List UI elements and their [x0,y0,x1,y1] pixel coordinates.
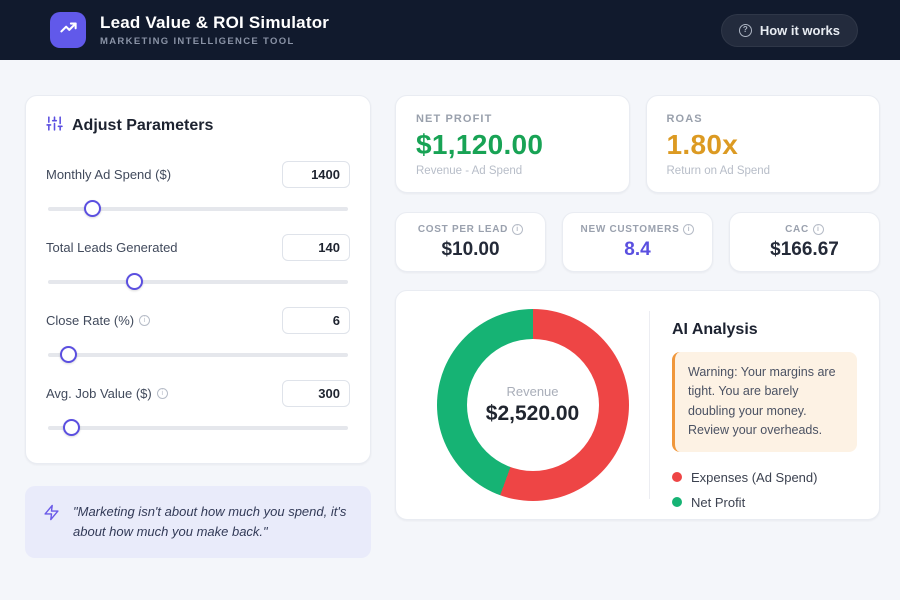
info-icon[interactable]: i [812,224,824,235]
expenses-legend-dot [672,472,682,482]
ai-analysis-title: AI Analysis [672,321,758,338]
donut-center: Revenue $2,520.00 [466,339,599,471]
roas-label: ROAS [666,113,703,125]
avg-job-value-input[interactable] [282,380,350,407]
cost-per-lead-value: $10.00 [441,239,500,260]
new-customers-label: NEW CUSTOMERS i [571,224,704,235]
slider-track[interactable] [48,426,348,430]
bolt-icon [43,502,60,526]
net-profit-value: $1,120.00 [416,129,544,160]
trending-up-icon [59,18,78,42]
total-leads-input[interactable] [282,234,350,261]
monthly-ad-spend-input[interactable] [282,161,350,188]
param-close-rate: Close Rate (%) i [46,307,350,364]
slider-thumb[interactable] [60,346,77,363]
ai-analysis-panel: AI Analysis Warning: Your margins are ti… [650,309,859,510]
app-logo [50,12,86,48]
vertical-divider [649,311,650,499]
donut-center-label: Revenue [506,384,559,399]
avg-job-value-slider[interactable] [48,419,348,437]
monthly-ad-spend-slider[interactable] [48,200,348,218]
param-monthly-ad-spend: Monthly Ad Spend ($) [46,161,350,218]
cac-label: CAC i [738,224,871,235]
info-icon[interactable]: i [512,224,524,235]
slider-track[interactable] [48,280,348,284]
revenue-breakdown-card: Revenue $2,520.00 AI Analysis Warning: Y… [395,290,880,520]
page-subtitle: MARKETING INTELLIGENCE TOOL [100,36,295,47]
cac-value: $166.67 [770,239,839,260]
sliders-icon [46,115,63,137]
slider-track[interactable] [48,207,348,211]
how-it-works-button[interactable]: ? How it works [720,13,858,47]
roas-sub: Return on Ad Spend [666,165,771,177]
cost-per-lead-card: COST PER LEAD i $10.00 [395,212,546,272]
app-header: Lead Value & ROI Simulator MARKETING INT… [0,0,900,60]
net-profit-card: NET PROFIT $1,120.00 Revenue - Ad Spend [395,95,630,193]
how-it-works-label: How it works [759,22,840,38]
donut-center-value: $2,520.00 [485,402,580,425]
adjust-parameters-panel: Adjust Parameters Monthly Ad Spend ($) T… [25,95,371,464]
slider-thumb[interactable] [126,273,143,290]
close-rate-slider[interactable] [48,346,348,364]
param-label: Total Leads Generated [46,240,178,255]
info-icon[interactable]: i [156,388,168,399]
info-icon[interactable]: i [139,315,151,326]
legend-item-net-profit: Net Profit [672,495,857,510]
cost-per-lead-label: COST PER LEAD i [404,224,537,235]
slider-thumb[interactable] [63,419,80,436]
quote-text: "Marketing isn't about how much you spen… [73,504,347,540]
close-rate-input[interactable] [282,307,350,334]
net-profit-sub: Revenue - Ad Spend [416,165,523,177]
help-circle-icon: ? [738,23,752,37]
page-title: Lead Value & ROI Simulator [100,13,330,32]
cac-card: CAC i $166.67 [729,212,880,272]
new-customers-value: 8.4 [624,239,651,260]
slider-thumb[interactable] [84,200,101,217]
net-profit-legend-label: Net Profit [691,494,746,510]
param-avg-job-value: Avg. Job Value ($) i [46,380,350,437]
warning-message: Warning: Your margins are tight. You are… [672,352,857,452]
net-profit-legend-dot [672,497,682,507]
revenue-donut-chart: Revenue $2,520.00 [436,309,629,501]
roas-card: ROAS 1.80x Return on Ad Spend [645,95,880,193]
info-icon[interactable]: i [683,224,695,235]
quote-banner: "Marketing isn't about how much you spen… [25,486,371,559]
roas-value: 1.80x [666,129,739,160]
legend-item-expenses: Expenses (Ad Spend) [672,470,857,485]
slider-track[interactable] [48,353,348,357]
param-total-leads: Total Leads Generated [46,234,350,291]
expenses-legend-label: Expenses (Ad Spend) [691,469,818,485]
parameters-title: Adjust Parameters [72,117,214,134]
total-leads-slider[interactable] [48,273,348,291]
new-customers-card: NEW CUSTOMERS i 8.4 [562,212,713,272]
net-profit-label: NET PROFIT [416,113,493,125]
param-label: Avg. Job Value ($) i [46,386,168,401]
param-label: Close Rate (%) i [46,313,151,328]
param-label: Monthly Ad Spend ($) [46,167,172,182]
